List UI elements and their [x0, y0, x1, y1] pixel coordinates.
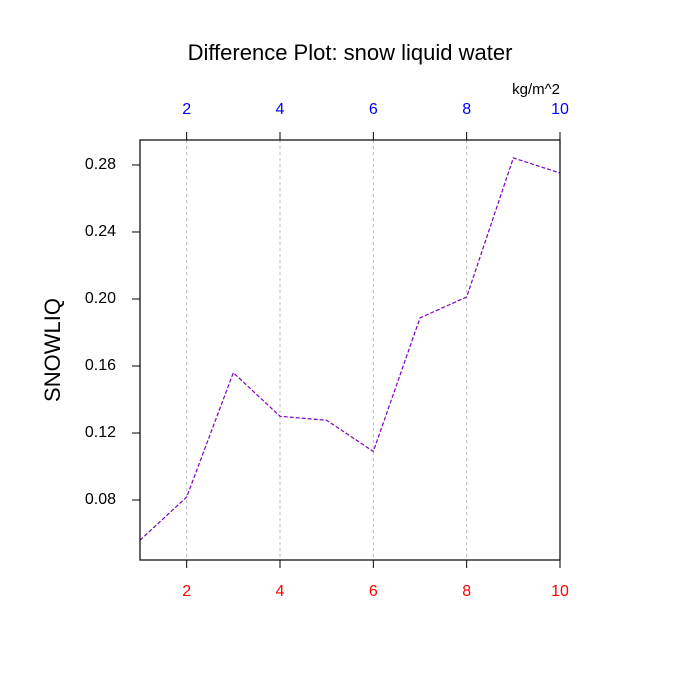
x-tick-label: 2	[182, 583, 191, 600]
y-tick-label: 0.08	[85, 491, 116, 508]
x-tick-label: 8	[462, 583, 471, 600]
plot-frame	[139, 139, 561, 561]
y-axis-label: SNOWLIQ	[40, 298, 65, 402]
x-tick-label: 10	[551, 583, 569, 600]
chart-title: Difference Plot: snow liquid water	[188, 40, 513, 65]
x-tick-label: 6	[369, 583, 378, 600]
x-tick-label-top: 4	[276, 101, 285, 118]
x-tick-label-top: 2	[182, 101, 191, 118]
y-tick-label: 0.20	[85, 290, 116, 307]
y-tick-label: 0.24	[85, 223, 116, 240]
x-tick-label-top: 10	[551, 101, 569, 118]
data-line	[139, 157, 561, 541]
y-tick-label: 0.28	[85, 156, 116, 173]
y-tick-label: 0.12	[85, 424, 116, 441]
x-tick-label: 4	[276, 583, 285, 600]
x-tick-label-top: 6	[369, 101, 378, 118]
top-axis-label: kg/m^2	[512, 81, 560, 98]
x-tick-label-top: 8	[462, 101, 471, 118]
y-tick-label: 0.16	[85, 357, 116, 374]
